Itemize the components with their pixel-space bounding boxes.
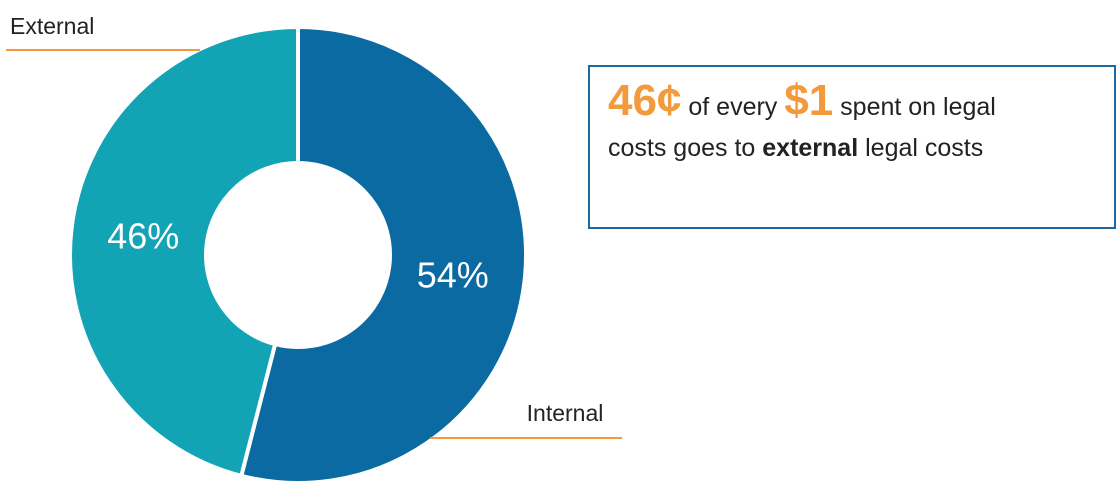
callout-text-b: spent on legal: [840, 93, 996, 121]
callout-cents: 46¢: [608, 76, 682, 125]
callout-emphasis: external: [762, 134, 859, 162]
slice-value-label-external: 46%: [107, 215, 179, 256]
category-label-internal: Internal: [527, 400, 604, 426]
callout-box: 46¢ of every $1 spent on legal costs goe…: [588, 65, 1116, 229]
callout-text-c: costs goes to: [608, 134, 756, 162]
callout-line-2: costs goes to external legal costs: [608, 131, 1100, 166]
donut-slice-external: [68, 24, 300, 479]
callout-dollar: $1: [784, 76, 834, 125]
category-label-external: External: [10, 13, 94, 39]
donut-slice-internal: [238, 24, 528, 482]
callout-text-a: of every: [688, 93, 778, 121]
slice-value-label-internal: 54%: [417, 255, 489, 296]
callout-line-1: 46¢ of every $1 spent on legal: [608, 79, 1100, 125]
callout-text-d: legal costs: [865, 134, 984, 162]
